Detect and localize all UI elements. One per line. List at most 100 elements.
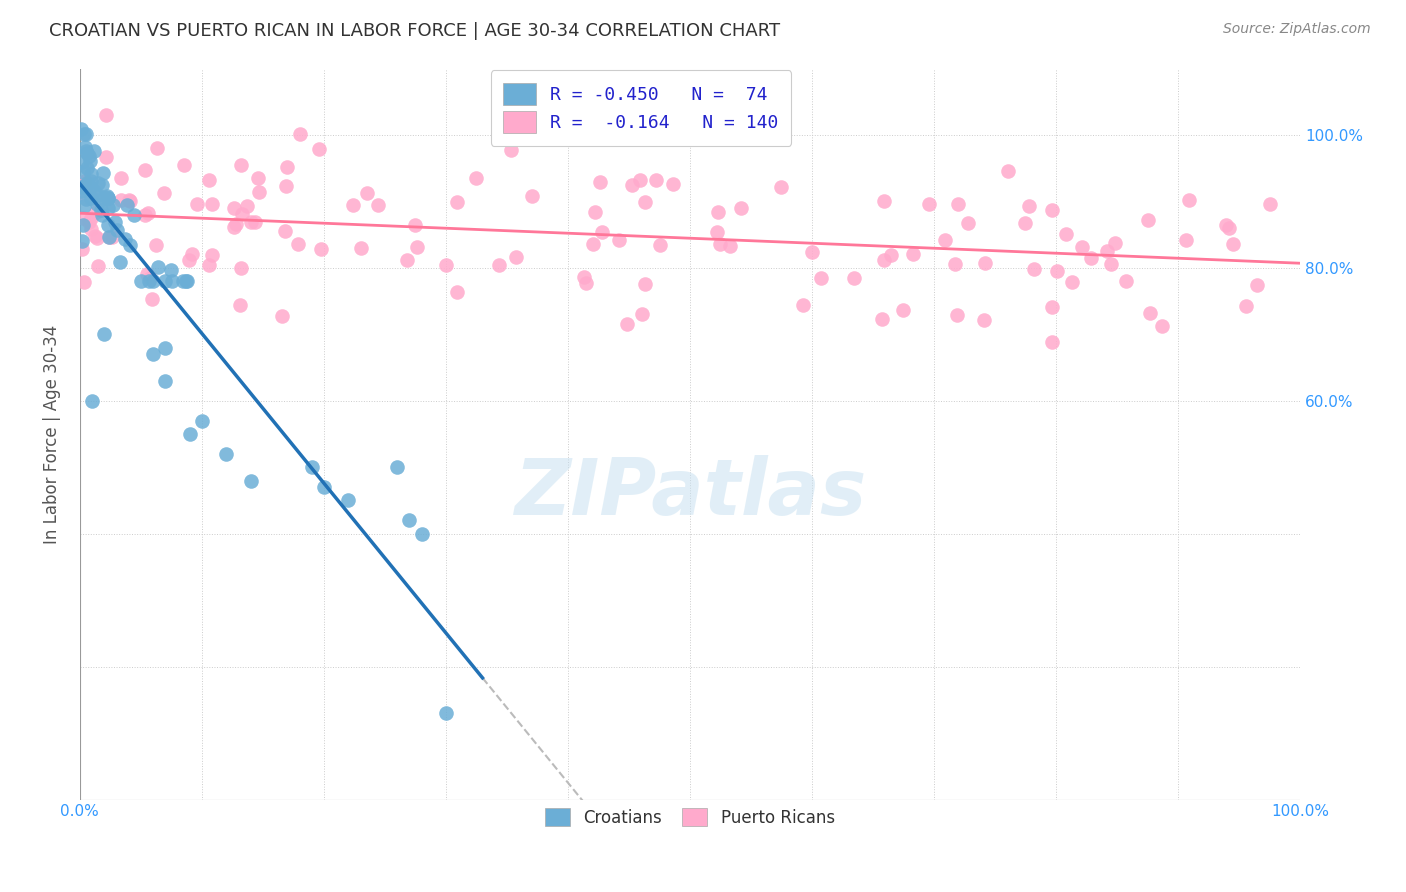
Point <box>229 158 252 172</box>
Point <box>792 297 814 311</box>
Point <box>176 274 198 288</box>
Point <box>76 146 98 161</box>
Point <box>591 225 613 239</box>
Point <box>1018 198 1040 212</box>
Point <box>72 165 94 179</box>
Point <box>918 197 941 211</box>
Point <box>1024 262 1046 277</box>
Point <box>179 253 201 268</box>
Point <box>72 219 94 233</box>
Point <box>406 240 429 254</box>
Point <box>97 191 120 205</box>
Point <box>1178 193 1201 207</box>
Point <box>411 526 433 541</box>
Point <box>1040 202 1063 217</box>
Point <box>342 198 364 212</box>
Point <box>115 198 138 212</box>
Point <box>946 197 969 211</box>
Point <box>446 285 468 299</box>
Point <box>72 211 94 226</box>
Point <box>270 309 292 323</box>
Point <box>446 194 468 209</box>
Point <box>104 215 127 229</box>
Point <box>236 199 259 213</box>
Point <box>73 180 96 194</box>
Point <box>661 178 683 192</box>
Point <box>181 247 204 261</box>
Point <box>75 128 97 142</box>
Point <box>287 237 309 252</box>
Point <box>86 197 108 211</box>
Point <box>118 193 141 207</box>
Point <box>901 247 924 261</box>
Point <box>934 233 956 247</box>
Point <box>84 229 107 244</box>
Point <box>69 180 91 194</box>
Point <box>488 258 510 272</box>
Point <box>75 192 97 206</box>
Point <box>520 188 543 202</box>
Point <box>634 277 657 292</box>
Point <box>499 144 522 158</box>
Point <box>1045 264 1067 278</box>
Point <box>709 236 731 251</box>
Point <box>706 225 728 239</box>
Point <box>1137 213 1160 227</box>
Point <box>79 180 101 194</box>
Legend: Croatians, Puerto Ricans: Croatians, Puerto Ricans <box>537 800 844 835</box>
Point <box>650 237 672 252</box>
Point <box>201 248 224 262</box>
Point <box>893 302 915 317</box>
Point <box>337 493 360 508</box>
Point <box>201 197 224 211</box>
Point <box>155 274 177 288</box>
Point <box>880 248 903 262</box>
Point <box>288 128 311 142</box>
Point <box>87 188 110 202</box>
Point <box>575 130 598 145</box>
Point <box>77 149 100 163</box>
Point <box>97 191 120 205</box>
Point <box>589 175 612 189</box>
Point <box>434 706 457 720</box>
Point <box>582 237 605 252</box>
Point <box>120 237 142 252</box>
Point <box>73 140 96 154</box>
Point <box>80 168 103 182</box>
Point <box>628 172 651 186</box>
Point <box>145 238 167 252</box>
Point <box>136 206 159 220</box>
Point <box>198 258 221 272</box>
Point <box>1099 257 1122 271</box>
Point <box>1246 277 1268 292</box>
Point <box>229 261 252 276</box>
Point <box>404 218 426 232</box>
Point <box>138 274 160 288</box>
Point <box>73 199 96 213</box>
Point <box>75 174 97 188</box>
Point <box>1258 197 1281 211</box>
Point <box>83 184 105 198</box>
Point <box>80 211 103 225</box>
Point <box>86 204 108 219</box>
Point <box>96 189 118 203</box>
Point <box>96 150 118 164</box>
Text: CROATIAN VS PUERTO RICAN IN LABOR FORCE | AGE 30-34 CORRELATION CHART: CROATIAN VS PUERTO RICAN IN LABOR FORCE … <box>49 22 780 40</box>
Point <box>108 255 131 269</box>
Point <box>76 177 98 191</box>
Point <box>398 513 420 527</box>
Point <box>101 197 124 211</box>
Point <box>79 153 101 168</box>
Point <box>1152 318 1174 333</box>
Point <box>75 178 97 192</box>
Point <box>240 215 263 229</box>
Point <box>1080 251 1102 265</box>
Point <box>134 162 156 177</box>
Point <box>142 347 165 361</box>
Point <box>97 230 120 244</box>
Point <box>231 207 253 221</box>
Point <box>70 184 93 198</box>
Point <box>1014 216 1036 230</box>
Point <box>134 209 156 223</box>
Point <box>136 267 159 281</box>
